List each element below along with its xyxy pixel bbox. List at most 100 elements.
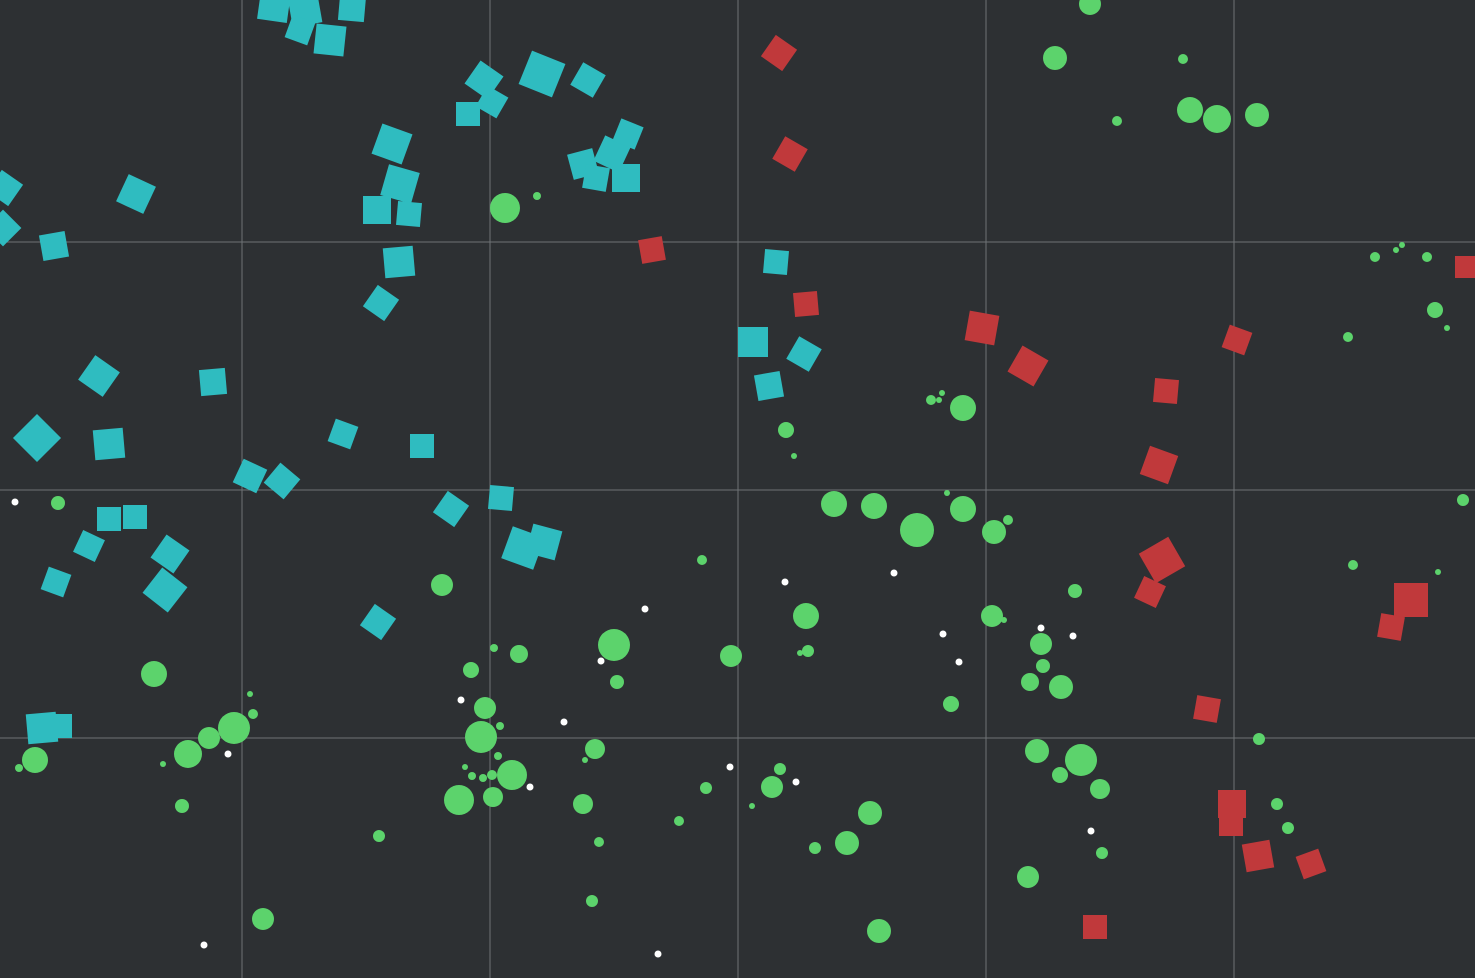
food-circle-icon xyxy=(1001,617,1007,623)
food-circle-icon xyxy=(15,764,23,772)
food-circle-icon xyxy=(1282,822,1294,834)
food-circle-icon xyxy=(585,739,605,759)
food-circle-icon xyxy=(1457,494,1469,506)
red-unit-square-icon xyxy=(1083,915,1107,939)
food-circle-icon xyxy=(1036,659,1050,673)
food-circle-icon xyxy=(198,727,220,749)
food-circle-icon xyxy=(465,721,497,753)
pellet-dot-icon xyxy=(654,950,662,958)
food-circle-icon xyxy=(494,752,502,760)
food-circle-icon xyxy=(939,390,945,396)
cyan-unit-square-icon xyxy=(359,603,397,641)
cyan-unit-square-icon xyxy=(123,505,147,529)
food-circle-icon xyxy=(474,697,496,719)
food-circle-icon xyxy=(1030,633,1052,655)
food-circle-icon xyxy=(468,772,476,780)
pellet-dot-icon xyxy=(457,696,465,704)
pellet-dot-icon xyxy=(224,750,232,758)
cyan-unit-square-icon xyxy=(198,367,228,397)
cyan-unit-square-icon xyxy=(38,230,70,262)
food-circle-icon xyxy=(1017,866,1039,888)
red-unit-square-icon xyxy=(760,34,798,72)
food-circle-icon xyxy=(867,919,891,943)
food-circle-icon xyxy=(610,675,624,689)
food-circle-icon xyxy=(1177,97,1203,123)
food-circle-icon xyxy=(1370,252,1380,262)
food-circle-icon xyxy=(1065,744,1097,776)
food-circle-icon xyxy=(797,650,803,656)
food-circle-icon xyxy=(496,722,504,730)
cyan-unit-square-icon xyxy=(150,534,190,574)
food-circle-icon xyxy=(594,837,604,847)
cyan-unit-square-icon xyxy=(753,370,785,402)
food-circle-icon xyxy=(861,493,887,519)
pellet-dot-icon xyxy=(1069,632,1077,640)
food-circle-icon xyxy=(1271,798,1283,810)
food-circle-icon xyxy=(1399,242,1405,248)
food-layer xyxy=(15,0,1469,943)
red-unit-square-icon xyxy=(772,136,808,172)
food-circle-icon xyxy=(1253,733,1265,745)
red-unit-square-icon xyxy=(1193,695,1221,723)
pellet-dot-icon xyxy=(641,605,649,613)
cyan-team-layer xyxy=(0,0,822,745)
pellet-dot-icon xyxy=(890,569,898,577)
pellet-dot-icon xyxy=(11,498,19,506)
food-circle-icon xyxy=(1203,105,1231,133)
food-circle-icon xyxy=(1068,584,1082,598)
cyan-unit-square-icon xyxy=(0,169,24,207)
cyan-unit-square-icon xyxy=(395,200,423,228)
pellet-dot-icon xyxy=(781,578,789,586)
food-circle-icon xyxy=(1025,739,1049,763)
cyan-unit-square-icon xyxy=(382,245,416,279)
food-circle-icon xyxy=(444,785,474,815)
food-circle-icon xyxy=(174,740,202,768)
food-circle-icon xyxy=(487,770,497,780)
food-circle-icon xyxy=(247,691,253,697)
food-circle-icon xyxy=(1112,116,1122,126)
cyan-unit-square-icon xyxy=(570,62,606,98)
food-circle-icon xyxy=(761,776,783,798)
cyan-unit-square-icon xyxy=(263,462,301,500)
food-circle-icon xyxy=(749,803,755,809)
food-circle-icon xyxy=(1348,560,1358,570)
food-circle-icon xyxy=(248,709,258,719)
red-unit-square-icon xyxy=(792,290,820,318)
cyan-unit-square-icon xyxy=(432,490,470,528)
cyan-unit-square-icon xyxy=(525,523,563,561)
food-circle-icon xyxy=(533,192,541,200)
food-circle-icon xyxy=(1021,673,1039,691)
red-unit-square-icon xyxy=(964,310,1000,346)
pellet-dot-icon xyxy=(939,630,947,638)
food-circle-icon xyxy=(1435,569,1441,575)
red-unit-square-icon xyxy=(1241,839,1275,873)
red-unit-square-icon xyxy=(1221,324,1253,356)
cyan-unit-square-icon xyxy=(738,327,768,357)
red-unit-square-icon xyxy=(1134,576,1166,608)
cyan-unit-square-icon xyxy=(232,458,268,494)
food-circle-icon xyxy=(720,645,742,667)
food-circle-icon xyxy=(252,908,274,930)
cyan-unit-square-icon xyxy=(612,164,640,192)
food-circle-icon xyxy=(950,395,976,421)
food-circle-icon xyxy=(582,757,588,763)
food-circle-icon xyxy=(51,496,65,510)
red-unit-square-icon xyxy=(1139,445,1179,485)
food-circle-icon xyxy=(697,555,707,565)
food-circle-icon xyxy=(598,629,630,661)
cyan-unit-square-icon xyxy=(380,164,420,204)
food-circle-icon xyxy=(982,520,1006,544)
red-unit-square-icon xyxy=(1007,345,1049,387)
food-circle-icon xyxy=(490,644,498,652)
food-circle-icon xyxy=(793,603,819,629)
red-unit-square-icon xyxy=(638,236,666,264)
food-circle-icon xyxy=(1052,767,1068,783)
food-circle-icon xyxy=(943,696,959,712)
red-unit-square-icon xyxy=(1219,812,1243,836)
cyan-unit-square-icon xyxy=(593,135,631,173)
food-circle-icon xyxy=(1427,302,1443,318)
food-circle-icon xyxy=(1444,325,1450,331)
cyan-unit-square-icon xyxy=(48,714,72,738)
